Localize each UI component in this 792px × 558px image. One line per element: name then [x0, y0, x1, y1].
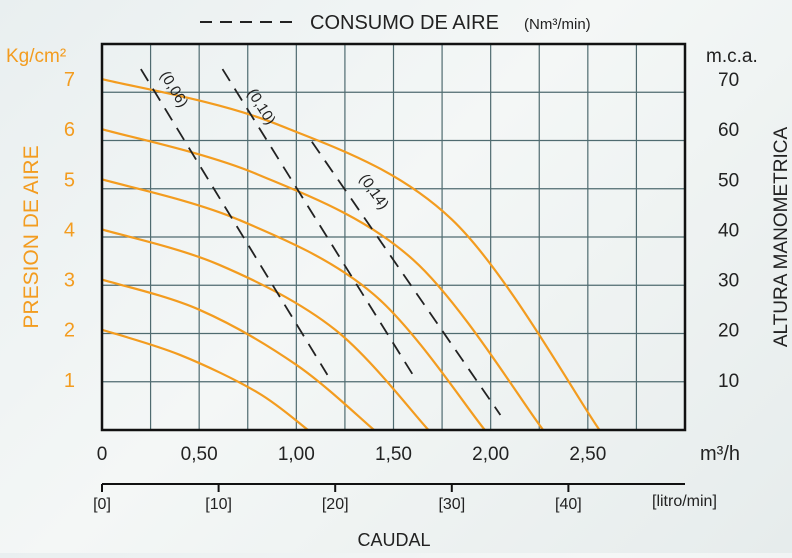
legend-unit: (Nm³/min)	[524, 16, 591, 33]
left-axis-title: PRESION DE AIRE	[20, 145, 43, 328]
x-unit-label: m³/h	[700, 443, 740, 465]
x2-tick-label: [20]	[322, 496, 349, 513]
pressure-curve-6	[101, 128, 545, 431]
x-tick-label: 1,50	[375, 444, 412, 465]
right-axis-title: ALTURA MANOMETRICA	[771, 127, 792, 348]
left-tick-label: 5	[64, 169, 75, 191]
x2-tick-label: [40]	[555, 496, 582, 513]
right-tick-label: 10	[718, 371, 739, 392]
right-tick-label: 30	[718, 271, 739, 292]
air-consumption-line	[221, 68, 414, 376]
x2-unit-label: [litro/min]	[652, 493, 717, 510]
pressure-curve-3	[101, 278, 375, 431]
x-tick-label: 2,00	[472, 444, 509, 465]
x-axis-title: CAUDAL	[357, 530, 430, 550]
left-tick-label: 3	[64, 270, 75, 292]
left-tick-label: 6	[64, 119, 75, 141]
pressure-curve-7	[101, 78, 601, 431]
right-unit-label: m.c.a.	[706, 46, 758, 67]
text-layer: CONSUMO DE AIRE (Nm³/min) Kg/cm² m.c.a. …	[6, 12, 792, 550]
grid	[102, 44, 685, 430]
right-tick-label: 20	[718, 321, 739, 342]
right-tick-label: 40	[718, 220, 739, 241]
x2-tick-label: [10]	[205, 496, 232, 513]
left-tick-label: 2	[64, 320, 75, 342]
x2-tick-label: [0]	[93, 496, 111, 513]
left-tick-label: 7	[64, 69, 75, 91]
air-consumption-line	[140, 68, 329, 376]
air-line-label: (0,14)	[356, 171, 392, 213]
x-tick-label: 0	[97, 444, 108, 465]
pressure-curve-5	[101, 178, 486, 431]
pressure-curve-2	[101, 328, 309, 431]
series-layer: (0,06) (0,10)(0,14)	[101, 68, 601, 431]
x2-tick-label: [30]	[438, 496, 465, 513]
left-tick-label: 4	[64, 219, 75, 241]
left-unit-label: Kg/cm²	[6, 46, 66, 67]
x-tick-label: 2,50	[569, 444, 606, 465]
right-tick-label: 70	[718, 70, 739, 91]
plot-frame	[100, 42, 687, 432]
right-tick-label: 50	[718, 170, 739, 191]
air-line-label: (0,06)	[156, 68, 191, 110]
x-tick-label: 0,50	[181, 444, 218, 465]
left-tick-label: 1	[64, 370, 75, 392]
air-consumption-line	[311, 141, 502, 416]
x-tick-label: 1,00	[278, 444, 315, 465]
legend-label: CONSUMO DE AIRE	[310, 12, 499, 34]
right-tick-label: 60	[718, 120, 739, 141]
